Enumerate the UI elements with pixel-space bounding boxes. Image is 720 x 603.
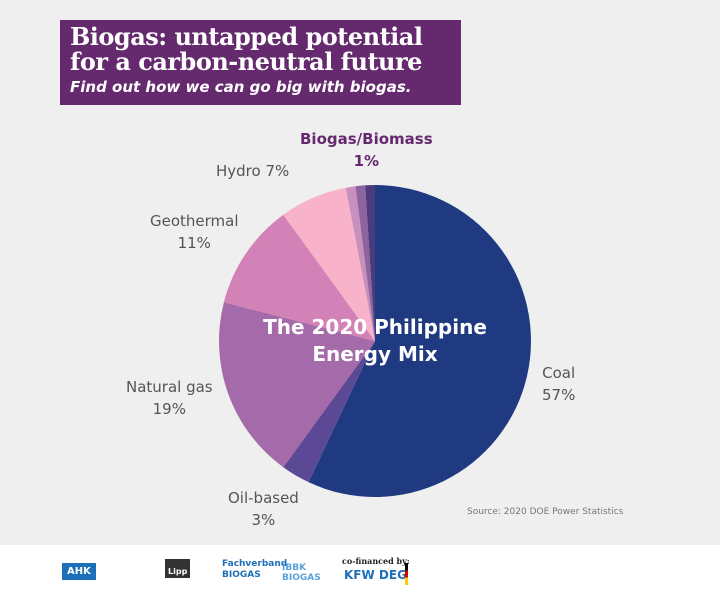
label-geothermal: Geothermal 11%	[150, 212, 239, 252]
cofinanced-label: co-financed by:	[342, 556, 410, 566]
label-biogas: Biogas/Biomass 1%	[300, 130, 433, 170]
label-natural-gas: Natural gas 19%	[126, 378, 213, 418]
label-hydro: Hydro 7%	[216, 162, 290, 180]
pie-slice-oil-based	[283, 341, 375, 483]
label-oil: Oil-based 3%	[228, 489, 299, 529]
headline-line1: Biogas: untapped potential	[70, 22, 423, 51]
source-note: Source: 2020 DOE Power Statistics	[467, 507, 624, 517]
label-coal: Coal 57%	[542, 364, 576, 404]
chart-title: The 2020 Philippine Energy Mix	[263, 315, 487, 366]
headline-line2: for a carbon-neutral future	[70, 47, 422, 76]
headline: Biogas: untapped potential for a carbon-n…	[70, 22, 423, 76]
pie-chart	[219, 185, 531, 497]
logo-fachverband: Fachverband BIOGAS	[222, 559, 288, 580]
logo-lipp: Lipp	[165, 559, 191, 578]
subheadline: Find out how we can go big with biogas.	[70, 78, 412, 96]
pie-slice-unlabeled-6	[355, 185, 375, 341]
logo-kfw: KFW DEG	[344, 568, 407, 582]
logo-ahk: AHK	[62, 563, 96, 580]
logo-ibbk: IBBK BIOGAS	[282, 563, 321, 583]
footer-logos: AHK Lipp Fachverband BIOGAS IBBK BIOGAS …	[0, 545, 720, 603]
pie-slice-geothermal	[223, 214, 375, 341]
pie-slice-biogas-biomass	[365, 185, 375, 341]
pie-slice-coal	[308, 185, 531, 497]
pie-slice-hydro	[283, 187, 375, 341]
pie-slice-natural-gas	[219, 302, 375, 468]
pie-slice-unlabeled-5	[345, 186, 375, 341]
infographic: Biogas: untapped potential for a carbon-n…	[0, 0, 720, 545]
header-banner: Biogas: untapped potential for a carbon-n…	[60, 20, 461, 105]
german-flag-logo	[405, 563, 408, 585]
